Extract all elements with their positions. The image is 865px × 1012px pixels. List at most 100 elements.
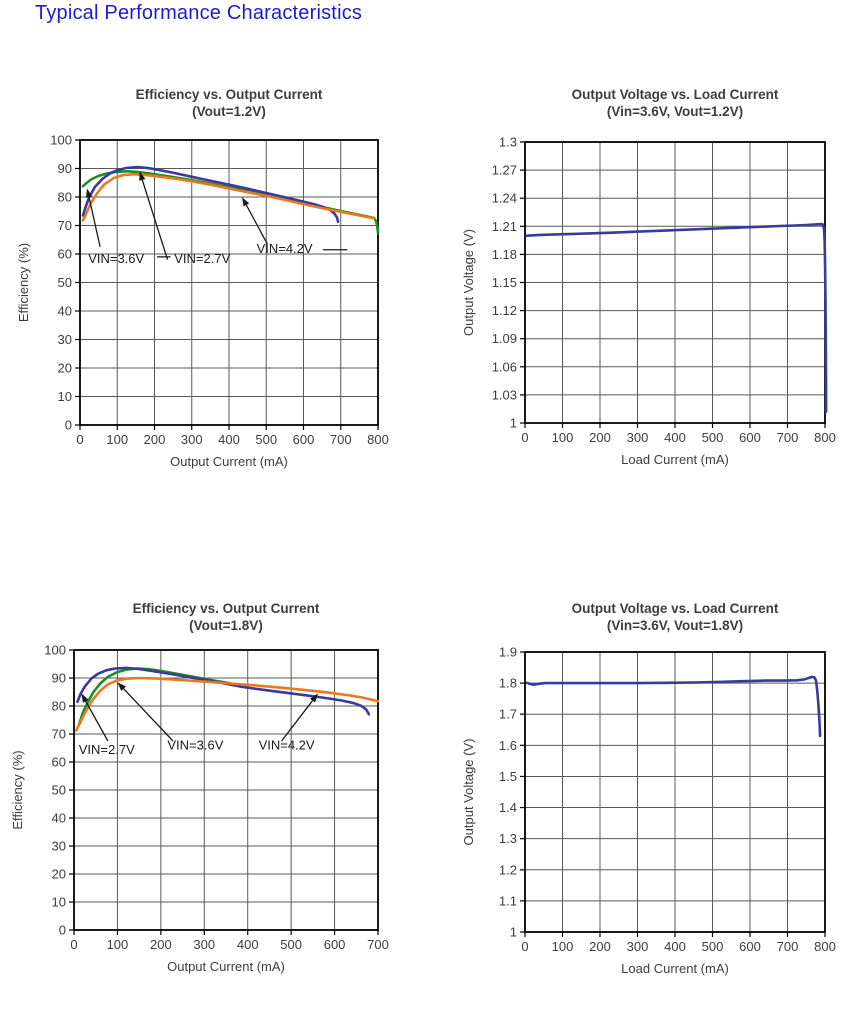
x-tick-label: 600 (293, 432, 315, 447)
y-tick-label: 1.27 (492, 163, 517, 178)
y-tick-label: 0 (65, 418, 72, 433)
y-tick-label: 40 (58, 304, 72, 319)
series-annotation-label: VIN=3.6V (167, 738, 223, 753)
y-axis-title: Output Voltage (V) (461, 229, 476, 336)
x-tick-label: 0 (70, 937, 77, 952)
x-tick-label: 700 (330, 432, 352, 447)
y-tick-label: 70 (58, 218, 72, 233)
y-tick-label: 1.24 (492, 191, 517, 206)
series-annotation-label: VIN=3.6V (88, 251, 144, 266)
x-tick-label: 600 (739, 939, 761, 954)
chart-title: Efficiency vs. Output Current (Vout=1.8V… (66, 600, 386, 634)
y-tick-label: 1.6 (499, 738, 517, 753)
y-tick-label: 60 (58, 247, 72, 262)
x-tick-label: 0 (76, 432, 83, 447)
x-tick-label: 500 (280, 937, 302, 952)
x-tick-label: 0 (521, 939, 528, 954)
y-tick-label: 90 (58, 161, 72, 176)
x-tick-label: 300 (627, 430, 649, 445)
x-tick-label: 700 (777, 430, 799, 445)
x-tick-label: 400 (664, 939, 686, 954)
y-tick-label: 50 (52, 783, 66, 798)
x-tick-label: 200 (150, 937, 172, 952)
curve-vin-4.2v (81, 172, 376, 222)
y-tick-label: 1.18 (492, 247, 517, 262)
x-tick-label: 200 (144, 432, 166, 447)
plot-border (79, 139, 379, 426)
chart-title: Output Voltage vs. Load Current (Vin=3.6… (515, 600, 835, 634)
series-annotation-label: VIN=4.2V (259, 738, 315, 753)
x-tick-label: 800 (814, 939, 836, 954)
chart-title-line1: Output Voltage vs. Load Current (571, 601, 779, 616)
chart-title: Efficiency vs. Output Current (Vout=1.2V… (69, 86, 389, 120)
series-annotation-label: VIN=2.7V (174, 251, 230, 266)
x-tick-label: 400 (218, 432, 240, 447)
y-tick-label: 1.5 (499, 769, 517, 784)
chart-title-line2: (Vout=1.2V) (192, 104, 266, 119)
x-tick-label: 200 (589, 939, 611, 954)
chart-output-voltage-vout-1v8: Output Voltage vs. Load Current (Vin=3.6… (440, 588, 865, 1012)
x-tick-label: 300 (181, 432, 203, 447)
annotation-arrowhead (81, 693, 89, 703)
curve-vin-4.2v (74, 676, 380, 732)
annotation-arrowhead (117, 682, 126, 691)
y-tick-label: 1.7 (499, 707, 517, 722)
y-tick-label: 1.21 (492, 219, 517, 234)
x-axis-title: Load Current (mA) (621, 452, 729, 467)
y-tick-label: 1.06 (492, 359, 517, 374)
annotation-arrow-line (85, 700, 109, 742)
curve-vout-vin-3.6v- (525, 222, 828, 414)
y-tick-label: 20 (58, 361, 72, 376)
x-tick-label: 400 (664, 430, 686, 445)
x-axis-title: Output Current (mA) (170, 454, 288, 469)
x-tick-label: 500 (255, 432, 277, 447)
chart-title-line1: Efficiency vs. Output Current (135, 87, 323, 102)
x-tick-label: 300 (627, 939, 649, 954)
annotation-arrowhead (85, 188, 93, 198)
y-axis-title: Efficiency (%) (16, 243, 31, 322)
y-axis-title: Efficiency (%) (10, 750, 25, 829)
y-tick-label: 10 (52, 895, 66, 910)
x-tick-label: 100 (552, 939, 574, 954)
y-tick-label: 50 (58, 275, 72, 290)
y-tick-label: 90 (52, 671, 66, 686)
x-tick-label: 100 (552, 430, 574, 445)
annotation-arrow-line (281, 700, 314, 742)
chart-title-line1: Output Voltage vs. Load Current (571, 87, 779, 102)
y-tick-label: 70 (52, 727, 66, 742)
x-tick-label: 300 (193, 937, 215, 952)
x-tick-label: 400 (237, 937, 259, 952)
annotation-arrowhead (242, 197, 250, 207)
x-tick-label: 100 (107, 937, 129, 952)
chart-title: Output Voltage vs. Load Current (Vin=3.6… (515, 86, 835, 120)
y-tick-label: 30 (58, 332, 72, 347)
chart-efficiency-vout-1v8: Efficiency vs. Output Current (Vout=1.8V… (0, 588, 435, 1012)
series-annotation-label: VIN=4.2V (257, 241, 313, 256)
chart-title-line1: Efficiency vs. Output Current (132, 601, 320, 616)
series-annotation-label: VIN=2.7V (79, 742, 135, 757)
y-tick-label: 1.4 (499, 800, 517, 815)
y-tick-label: 10 (58, 389, 72, 404)
annotation-arrowhead (310, 693, 319, 703)
y-tick-label: 100 (44, 643, 66, 658)
x-tick-label: 0 (521, 430, 528, 445)
page-title: Typical Performance Characteristics (35, 2, 363, 24)
y-tick-label: 30 (52, 839, 66, 854)
plot-border (524, 651, 826, 933)
x-tick-label: 200 (589, 430, 611, 445)
y-tick-label: 1.3 (499, 831, 517, 846)
x-tick-label: 800 (367, 432, 389, 447)
y-tick-label: 1.9 (499, 645, 517, 660)
x-tick-label: 800 (814, 430, 836, 445)
y-tick-label: 1.8 (499, 676, 517, 691)
x-tick-label: 500 (702, 430, 724, 445)
y-tick-label: 0 (59, 923, 66, 938)
annotation-arrow-line (88, 197, 101, 248)
y-tick-label: 20 (52, 867, 66, 882)
y-tick-label: 40 (52, 811, 66, 826)
plot-canvas: 1.3 1.27 1.24 1.21 1.18 1.15 1.12 1.09 1.06 1.03 1… (461, 135, 836, 468)
x-tick-label: 100 (106, 432, 128, 447)
